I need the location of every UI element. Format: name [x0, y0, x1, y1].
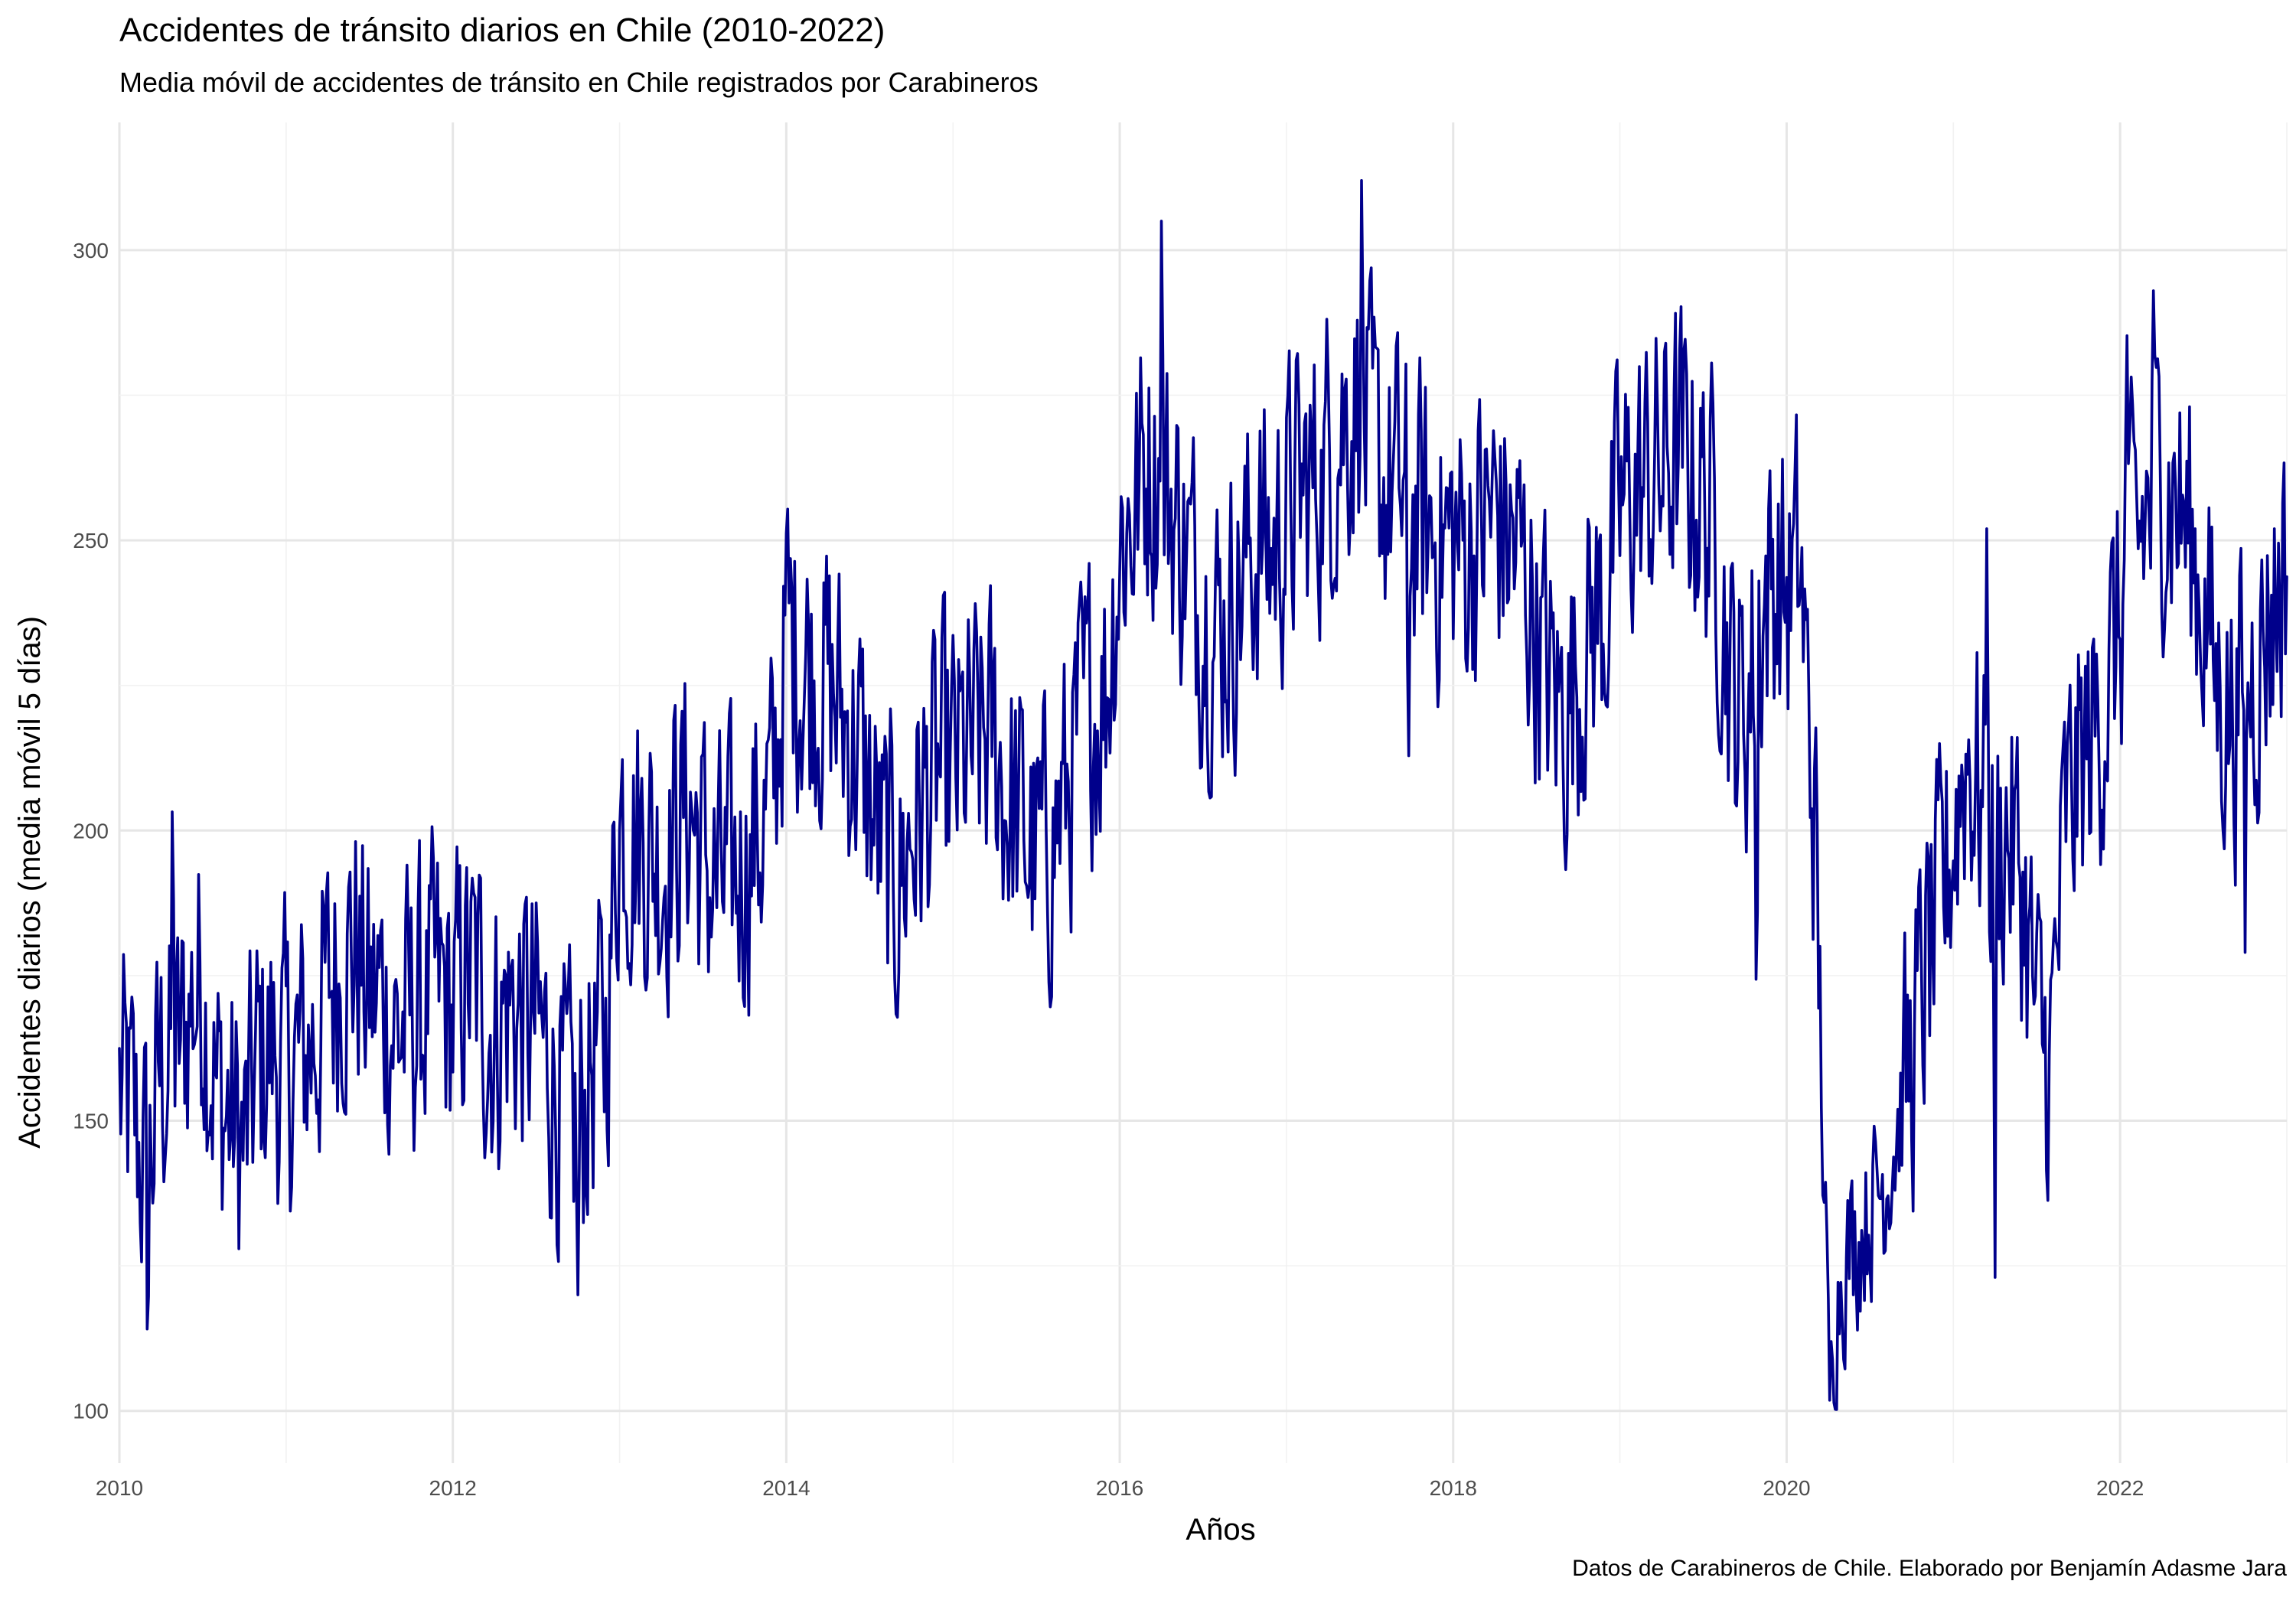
y-tick-label: 150 [73, 1110, 109, 1133]
y-tick-label: 100 [73, 1400, 109, 1423]
y-tick-labels: 100 150 200 250 300 [73, 239, 109, 1423]
x-axis-title: Años [1186, 1513, 1255, 1547]
y-tick-label: 250 [73, 529, 109, 553]
y-tick-label: 200 [73, 819, 109, 843]
y-axis-title: Accidentes diarios (media móvil 5 días) [13, 616, 47, 1149]
x-tick-labels: 2010 2012 2014 2016 2018 2020 2022 [96, 1476, 2144, 1500]
x-tick-label: 2018 [1430, 1476, 1477, 1500]
chart-title: Accidentes de tránsito diarios en Chile … [119, 11, 885, 49]
chart-subtitle: Media móvil de accidentes de tránsito en… [119, 67, 1039, 98]
y-tick-label: 300 [73, 239, 109, 262]
x-tick-label: 2012 [429, 1476, 477, 1500]
grid [118, 122, 2288, 1463]
x-tick-label: 2016 [1096, 1476, 1143, 1500]
x-tick-label: 2014 [762, 1476, 810, 1500]
x-tick-label: 2020 [1763, 1476, 1810, 1500]
x-tick-label: 2010 [96, 1476, 143, 1500]
series-layer [118, 179, 2288, 1411]
chart-caption: Datos de Carabineros de Chile. Elaborado… [1572, 1556, 2287, 1581]
x-tick-label: 2022 [2096, 1476, 2144, 1500]
series-line [118, 179, 2288, 1411]
